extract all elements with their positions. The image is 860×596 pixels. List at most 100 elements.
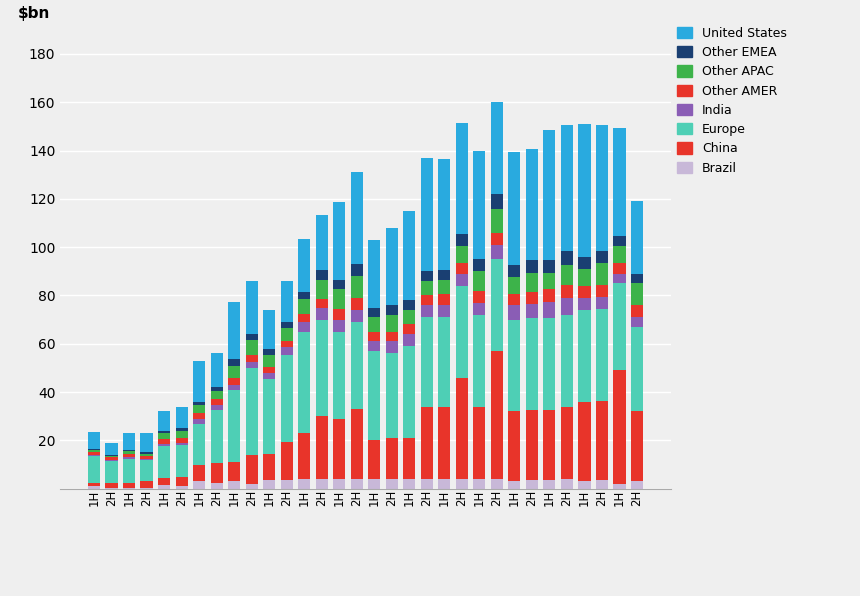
Bar bbox=[456, 479, 468, 489]
Bar bbox=[228, 390, 240, 462]
Bar bbox=[123, 433, 135, 450]
Bar bbox=[596, 125, 608, 251]
Bar bbox=[456, 246, 468, 263]
Bar bbox=[561, 285, 573, 298]
Bar bbox=[228, 378, 240, 385]
Bar bbox=[596, 251, 608, 263]
Bar bbox=[385, 305, 398, 315]
Bar bbox=[246, 340, 258, 355]
Bar bbox=[88, 483, 101, 486]
Bar bbox=[561, 406, 573, 479]
Bar bbox=[158, 433, 170, 439]
Bar bbox=[316, 319, 328, 416]
Bar bbox=[630, 482, 643, 489]
Bar bbox=[123, 451, 135, 454]
Bar bbox=[385, 479, 398, 489]
Bar bbox=[106, 456, 118, 457]
Bar bbox=[228, 302, 240, 359]
Bar bbox=[438, 317, 451, 406]
Bar bbox=[158, 439, 170, 444]
Bar bbox=[246, 455, 258, 484]
Bar bbox=[246, 362, 258, 368]
Bar bbox=[175, 438, 187, 443]
Bar bbox=[351, 276, 363, 298]
Bar bbox=[123, 488, 135, 489]
Bar bbox=[263, 355, 275, 367]
Bar bbox=[491, 232, 503, 245]
Bar bbox=[368, 479, 380, 489]
Bar bbox=[630, 327, 643, 411]
Bar bbox=[630, 305, 643, 317]
Bar bbox=[456, 286, 468, 378]
Bar bbox=[561, 265, 573, 285]
Bar bbox=[438, 270, 451, 280]
Bar bbox=[508, 319, 520, 411]
Bar bbox=[456, 378, 468, 479]
Bar bbox=[613, 237, 625, 246]
Bar bbox=[508, 152, 520, 265]
Bar bbox=[491, 194, 503, 209]
Bar bbox=[421, 479, 433, 489]
Bar bbox=[106, 460, 118, 461]
Bar bbox=[175, 486, 187, 489]
Bar bbox=[544, 318, 556, 410]
Bar bbox=[421, 317, 433, 406]
Bar bbox=[403, 346, 415, 438]
Bar bbox=[491, 103, 503, 194]
Bar bbox=[613, 370, 625, 484]
Bar bbox=[403, 310, 415, 324]
Bar bbox=[316, 308, 328, 319]
Bar bbox=[175, 431, 187, 438]
Bar bbox=[544, 410, 556, 480]
Bar bbox=[578, 402, 591, 482]
Bar bbox=[368, 440, 380, 479]
Bar bbox=[333, 332, 346, 418]
Bar bbox=[88, 456, 101, 483]
Bar bbox=[578, 298, 591, 310]
Bar bbox=[421, 158, 433, 271]
Bar bbox=[630, 284, 643, 305]
Bar bbox=[421, 406, 433, 479]
Bar bbox=[140, 458, 153, 460]
Bar bbox=[298, 332, 310, 433]
Bar bbox=[508, 277, 520, 294]
Bar bbox=[525, 410, 538, 480]
Bar bbox=[228, 385, 240, 390]
Bar bbox=[385, 228, 398, 305]
Bar bbox=[211, 483, 223, 489]
Bar bbox=[544, 260, 556, 272]
Bar bbox=[280, 322, 293, 328]
Bar bbox=[88, 449, 101, 450]
Bar bbox=[491, 479, 503, 489]
Bar bbox=[88, 450, 101, 452]
Bar bbox=[438, 479, 451, 489]
Bar bbox=[140, 433, 153, 452]
Bar bbox=[228, 359, 240, 365]
Bar bbox=[333, 319, 346, 332]
Bar bbox=[298, 292, 310, 299]
Bar bbox=[508, 482, 520, 489]
Bar bbox=[280, 281, 293, 322]
Bar bbox=[438, 159, 451, 270]
Bar bbox=[211, 353, 223, 387]
Bar bbox=[280, 342, 293, 347]
Bar bbox=[211, 463, 223, 483]
Bar bbox=[280, 480, 293, 489]
Bar bbox=[421, 296, 433, 305]
Bar bbox=[596, 263, 608, 285]
Bar bbox=[525, 480, 538, 489]
Bar bbox=[596, 309, 608, 401]
Bar bbox=[263, 480, 275, 489]
Bar bbox=[175, 429, 187, 431]
Bar bbox=[544, 272, 556, 290]
Bar bbox=[525, 318, 538, 410]
Bar bbox=[211, 391, 223, 399]
Bar bbox=[630, 274, 643, 284]
Bar bbox=[578, 257, 591, 269]
Bar bbox=[421, 271, 433, 281]
Bar bbox=[368, 240, 380, 308]
Bar bbox=[491, 259, 503, 351]
Bar bbox=[158, 431, 170, 433]
Bar bbox=[211, 410, 223, 463]
Bar bbox=[228, 462, 240, 482]
